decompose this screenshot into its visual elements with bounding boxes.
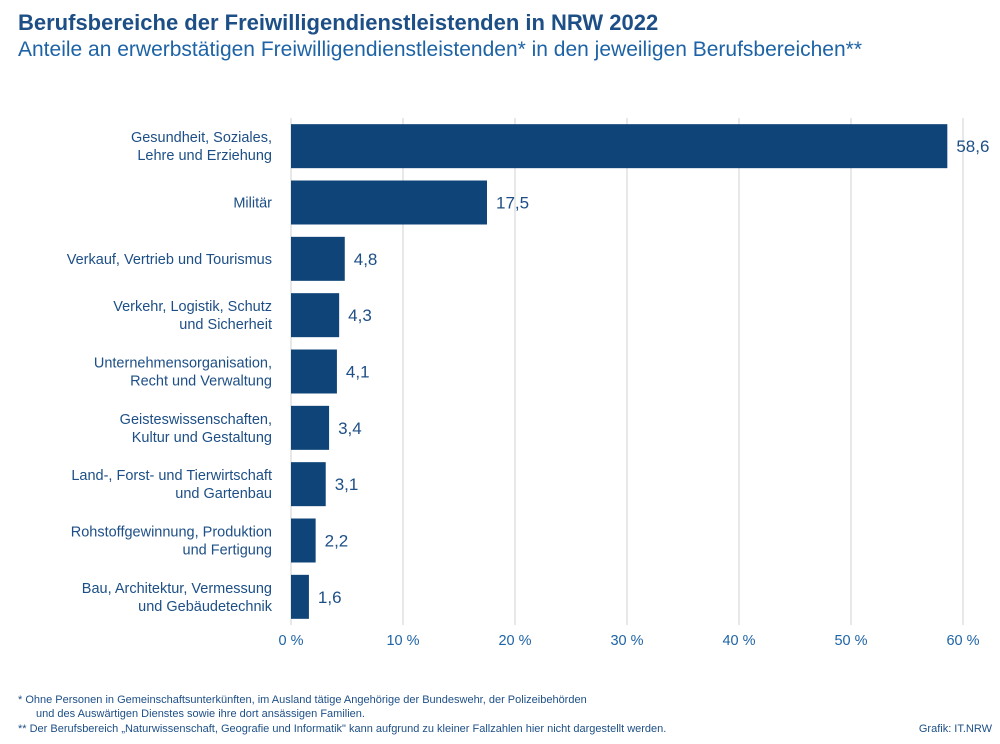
value-label: 1,6 bbox=[318, 588, 342, 607]
footnote-2: ** Der Berufsbereich „Naturwissenschaft,… bbox=[18, 723, 667, 735]
bar bbox=[291, 405, 330, 450]
category-label: Verkehr, Logistik, Schutz und Sicherheit bbox=[113, 299, 272, 333]
x-tick-label: 50 % bbox=[834, 633, 867, 649]
category-label: Land-, Forst- und Tierwirtschaft und Gart… bbox=[71, 468, 272, 502]
category-label: Militär bbox=[233, 196, 272, 212]
chart-subtitle: Anteile an erwerbstätigen Freiwilligendi… bbox=[18, 38, 863, 61]
footnote-1: * Ohne Personen in Gemeinschaftsunterkün… bbox=[18, 694, 587, 706]
footnote-1-continued: und des Auswärtigen Dienstes sowie ihre … bbox=[36, 708, 365, 720]
category-label: Verkauf, Vertrieb und Tourismus bbox=[67, 252, 272, 268]
bar bbox=[291, 518, 316, 563]
bar bbox=[291, 180, 487, 225]
value-label: 4,8 bbox=[354, 250, 378, 269]
value-label: 3,4 bbox=[338, 419, 362, 438]
x-tick-label: 30 % bbox=[610, 633, 643, 649]
x-tick-label: 0 % bbox=[279, 633, 304, 649]
value-label: 4,1 bbox=[346, 363, 370, 382]
bar bbox=[291, 124, 948, 169]
category-label: Unternehmensorganisation, Recht und Verwa… bbox=[94, 356, 272, 390]
bar bbox=[291, 293, 340, 338]
x-tick-label: 20 % bbox=[498, 633, 531, 649]
bar bbox=[291, 462, 326, 507]
value-label: 17,5 bbox=[496, 194, 529, 213]
x-tick-label: 40 % bbox=[722, 633, 755, 649]
category-label: Geisteswissenschaften, Kultur und Gestalt… bbox=[120, 412, 272, 446]
value-label: 58,6 bbox=[956, 137, 989, 156]
chart-title: Berufsbereiche der Freiwilligendienstlei… bbox=[18, 10, 659, 35]
bar bbox=[291, 574, 309, 619]
category-label: Gesundheit, Soziales, Lehre und Erziehung bbox=[131, 130, 272, 164]
x-tick-label: 10 % bbox=[386, 633, 419, 649]
value-label: 3,1 bbox=[335, 475, 359, 494]
bar bbox=[291, 349, 337, 394]
category-label: Rohstoffgewinnung, Produktion und Fertigu… bbox=[71, 525, 272, 559]
value-label: 2,2 bbox=[325, 532, 349, 551]
value-label: 4,3 bbox=[348, 306, 372, 325]
source-credit: Grafik: IT.NRW bbox=[918, 723, 992, 735]
bar bbox=[291, 236, 345, 281]
category-label: Bau, Architektur, Vermessung und Gebäudet… bbox=[82, 581, 273, 615]
bar-chart: 58,6 Gesundheit, Soziales, Lehre und Erzie… bbox=[67, 118, 989, 649]
x-tick-label: 60 % bbox=[946, 633, 979, 649]
